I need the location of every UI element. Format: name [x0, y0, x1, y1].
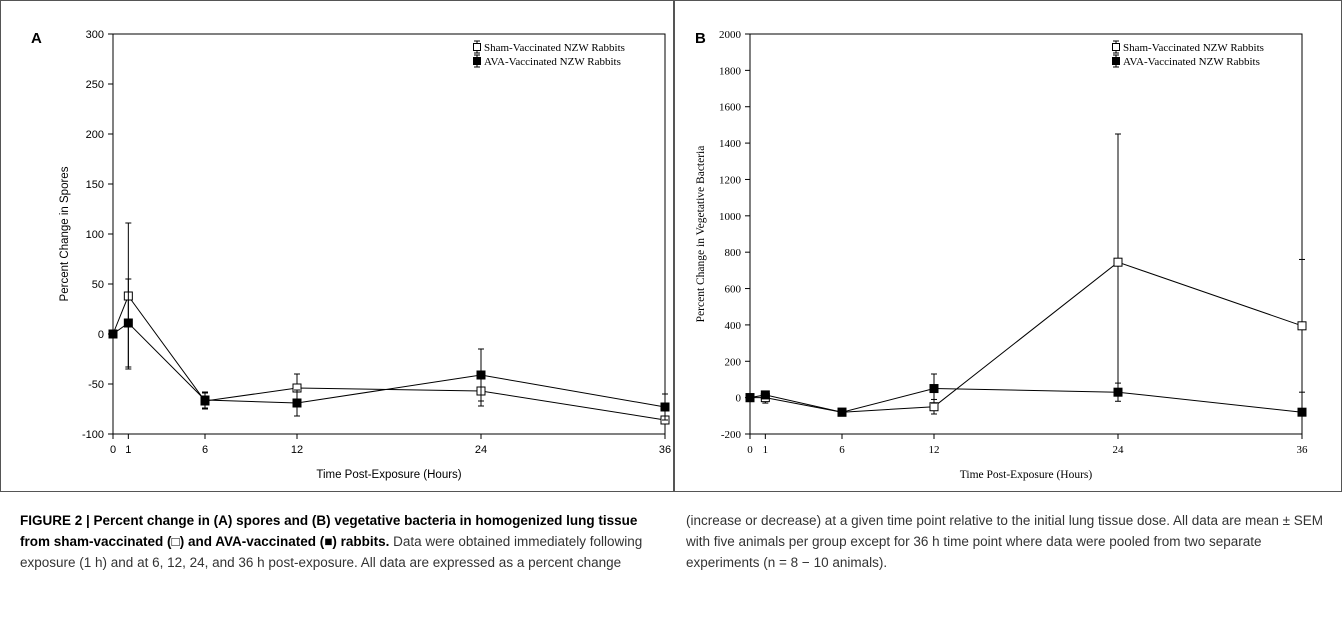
figure-caption-right: (increase or decrease) at a given time p…: [686, 510, 1326, 573]
chart-b-svg: B -200 0 200 400 600 800 1000 1200 1400 1600 1800 20…: [695, 29, 1309, 481]
legend-label: AVA-Vaccinated NZW Rabbits: [1123, 56, 1260, 68]
y-axis-label: Percent Change in Vegetative Bacteria: [695, 146, 707, 323]
legend-label: Sham-Vaccinated NZW Rabbits: [484, 42, 625, 54]
legend-marker-ava: [1112, 57, 1120, 65]
legend-marker-sham: [473, 43, 481, 51]
y-tick-label: -50: [88, 379, 104, 391]
chart-panel-a: A -100 -50 0 50 100 150 200 250 300 0 1 6 12 24 36 Time …: [0, 0, 674, 492]
x-tick-label: 24: [475, 444, 487, 456]
y-tick-label: 150: [86, 179, 104, 191]
x-tick-label: 0: [747, 444, 753, 456]
plot-frame: [112, 33, 666, 435]
x-tick-label: 12: [929, 444, 940, 456]
plot-frame: [749, 33, 1303, 435]
x-tick-label: 1: [763, 444, 769, 456]
y-tick-label: 600: [725, 284, 742, 296]
caption-text-right: (increase or decrease) at a given time p…: [686, 513, 1323, 570]
y-tick-label: 0: [98, 329, 104, 341]
x-tick-label: 0: [110, 444, 116, 456]
data-point-ava: [292, 398, 302, 408]
y-tick-label: 300: [86, 29, 104, 41]
data-point-ava: [837, 407, 847, 417]
y-tick-label: 1000: [719, 211, 742, 223]
legend-marker-ava: [473, 57, 481, 65]
x-tick-label: 6: [202, 444, 208, 456]
y-tick-label: -200: [721, 429, 742, 441]
y-tick-label: 1600: [719, 102, 742, 114]
x-tick-label: 1: [125, 444, 131, 456]
y-tick-label: 100: [86, 229, 104, 241]
x-tick-label: 12: [291, 444, 303, 456]
caption-text-left: Data were obtained immediately following…: [20, 534, 643, 570]
y-tick-label: 400: [725, 320, 742, 332]
data-point-ava: [108, 329, 118, 339]
legend-label: Sham-Vaccinated NZW Rabbits: [1123, 42, 1264, 54]
figure-caption-left: FIGURE 2 | Percent change in (A) spores …: [20, 510, 650, 573]
chart-panel-b: B -200 0 200 400 600 800 1000 1200 1400 1600 1800 20…: [674, 0, 1342, 492]
y-tick-label: 50: [92, 279, 104, 291]
series-line-ava: [112, 322, 666, 408]
panel-label: A: [31, 30, 42, 47]
data-point-ava: [200, 395, 210, 405]
data-point-sham: [1297, 321, 1307, 331]
y-tick-label: 800: [725, 247, 742, 259]
y-tick-label: -100: [82, 429, 104, 441]
legend-marker-sham: [1112, 43, 1120, 51]
y-tick-label: 200: [86, 129, 104, 141]
x-tick-label: 36: [1297, 444, 1309, 456]
y-tick-label: 2000: [719, 29, 742, 41]
y-tick-label: 0: [736, 393, 742, 405]
y-tick-label: 250: [86, 79, 104, 91]
data-point-ava: [1113, 387, 1123, 397]
data-point-ava: [929, 384, 939, 394]
x-tick-label: 24: [1113, 444, 1125, 456]
series-line-ava: [749, 387, 1303, 413]
data-point-ava: [1297, 407, 1307, 417]
x-tick-label: 6: [839, 444, 845, 456]
y-axis-label: Percent Change in Spores: [59, 166, 71, 301]
y-tick-label: 200: [725, 356, 742, 368]
data-point-ava: [760, 390, 770, 400]
data-point-ava: [476, 370, 486, 380]
data-point-sham: [929, 402, 939, 412]
data-point-ava: [660, 402, 670, 412]
y-tick-label: 1800: [719, 65, 742, 77]
series-line-sham: [750, 261, 1303, 413]
legend-label: AVA-Vaccinated NZW Rabbits: [484, 56, 621, 68]
series-line-sham: [112, 294, 666, 421]
data-point-sham: [1113, 257, 1123, 267]
data-point-ava: [123, 318, 133, 328]
x-axis-label: Time Post-Exposure (Hours): [960, 469, 1093, 481]
x-axis-label: Time Post-Exposure (Hours): [316, 469, 461, 481]
caption-title: FIGURE 2 | Percent change in (A) spores …: [20, 513, 638, 549]
y-tick-label: 1200: [719, 174, 742, 186]
panel-label: B: [695, 30, 706, 47]
x-tick-label: 36: [659, 444, 671, 456]
y-tick-label: 1400: [719, 138, 742, 150]
data-point-ava: [745, 393, 755, 403]
